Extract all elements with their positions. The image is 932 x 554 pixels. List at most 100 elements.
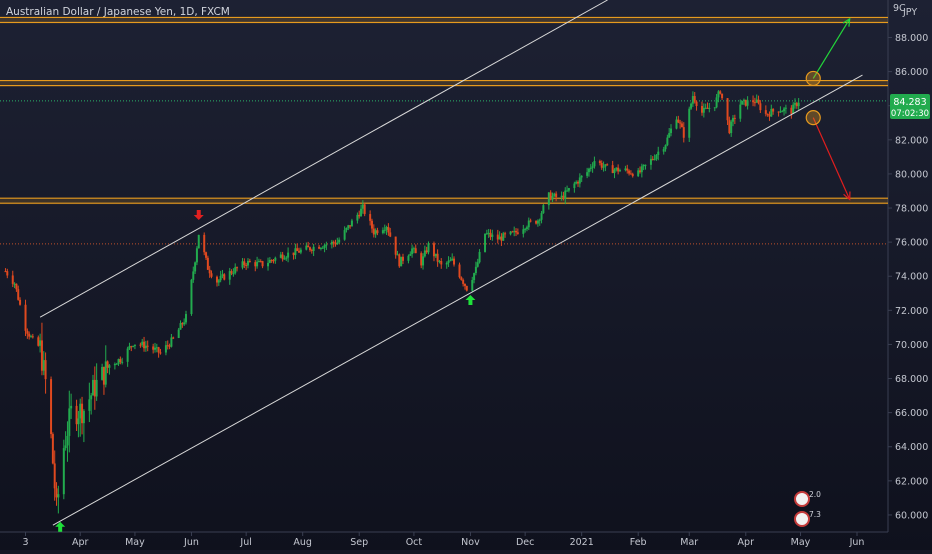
candle-body	[615, 167, 618, 170]
horizontal-levels	[0, 16, 888, 245]
candle-body	[491, 234, 494, 237]
candle-body	[631, 173, 634, 177]
candle-body	[564, 190, 567, 199]
candle-body	[691, 96, 694, 104]
candle-body	[363, 204, 366, 215]
candle-body	[529, 220, 532, 222]
candle-body	[177, 329, 180, 338]
candle-body	[462, 279, 465, 284]
candle-body	[407, 255, 410, 261]
candle-body	[223, 274, 226, 280]
candle-body	[637, 170, 640, 177]
candle-body	[766, 113, 769, 115]
event-badge-count: 2.0	[809, 490, 821, 499]
arrow-down-icon	[193, 209, 204, 220]
candle-body	[11, 275, 14, 284]
candle-body	[376, 230, 379, 234]
candle-body	[755, 99, 758, 103]
candle-body	[513, 230, 516, 232]
candle-body	[374, 230, 377, 235]
level-band	[0, 198, 888, 205]
projection-down-arrow-head	[843, 191, 851, 201]
candle-body	[733, 117, 736, 119]
candle-body	[502, 233, 505, 241]
event-badges[interactable]: 2.0 7.3	[794, 490, 821, 527]
candle-body	[420, 253, 423, 266]
candle-body	[423, 250, 426, 257]
flag-icon[interactable]	[794, 491, 810, 507]
candle-body	[57, 494, 60, 498]
candle-body	[639, 170, 642, 173]
candle-body	[88, 399, 91, 411]
event-badge[interactable]: 2.0	[794, 490, 821, 507]
candle-body	[153, 347, 156, 350]
candle-body	[535, 220, 538, 224]
candle-body	[613, 169, 616, 174]
candle-body	[794, 103, 797, 105]
candle-body	[248, 260, 251, 263]
arrow-up-icon	[55, 521, 66, 532]
candle-body	[50, 379, 53, 435]
candle-body	[31, 336, 34, 338]
candle-body	[221, 274, 224, 276]
candle-body	[81, 403, 84, 424]
candle-body	[141, 341, 144, 345]
flag-icon[interactable]	[794, 511, 810, 527]
candle-body	[159, 352, 162, 354]
candle-body	[144, 345, 147, 349]
candle-body	[473, 273, 476, 281]
candle-body	[422, 256, 425, 266]
candle-body	[274, 257, 277, 261]
candle-body	[206, 257, 209, 270]
candle-body	[281, 254, 284, 260]
projection-down-arrow	[812, 117, 851, 200]
time-axis[interactable]: 3 Apr May Jun Jul Aug Sep Oct Nov Dec 2021 Feb Mar Ap…	[23, 532, 865, 548]
candle-body	[121, 361, 124, 363]
candle-body	[360, 208, 363, 217]
candle-body	[617, 167, 620, 172]
event-badge[interactable]: 7.3	[794, 510, 821, 527]
currency-label: JPY	[902, 7, 917, 18]
candle-body	[474, 266, 477, 274]
candle-body	[409, 254, 412, 256]
candle-body	[741, 100, 744, 105]
candle-body	[445, 262, 448, 265]
candle-body	[184, 314, 187, 323]
candle-body	[369, 214, 372, 221]
candle-body	[79, 403, 82, 419]
candle-body	[39, 340, 42, 346]
candle-body	[400, 256, 403, 267]
candle-body	[28, 333, 31, 337]
y-tick-label: 66.000	[895, 408, 928, 419]
candle-body	[586, 172, 589, 176]
candle-body	[155, 347, 158, 349]
candle-body	[670, 128, 673, 134]
candle-body	[347, 225, 350, 228]
candle-body	[604, 164, 607, 167]
candle-body	[350, 220, 353, 227]
candle-body	[746, 100, 749, 106]
candle-body	[593, 161, 596, 167]
candle-body	[113, 364, 116, 366]
x-tick-label: Aug	[293, 537, 312, 548]
candle-body	[42, 360, 45, 371]
candle-body	[726, 98, 729, 121]
candle-body	[15, 283, 18, 290]
candle-body	[308, 247, 311, 251]
candle-body	[628, 170, 631, 174]
candle-body	[792, 104, 795, 114]
candle-body	[257, 261, 260, 263]
candle-body	[245, 264, 248, 266]
candle-body	[411, 248, 414, 255]
candle-body	[336, 242, 339, 245]
candle-body	[688, 108, 691, 138]
candle-body	[115, 363, 118, 365]
candle-body	[217, 280, 220, 283]
candle-body	[272, 260, 275, 262]
level-band	[0, 80, 888, 87]
candle-body	[208, 269, 211, 274]
candle-body	[611, 165, 614, 174]
x-tick-label: Jun	[849, 537, 865, 548]
